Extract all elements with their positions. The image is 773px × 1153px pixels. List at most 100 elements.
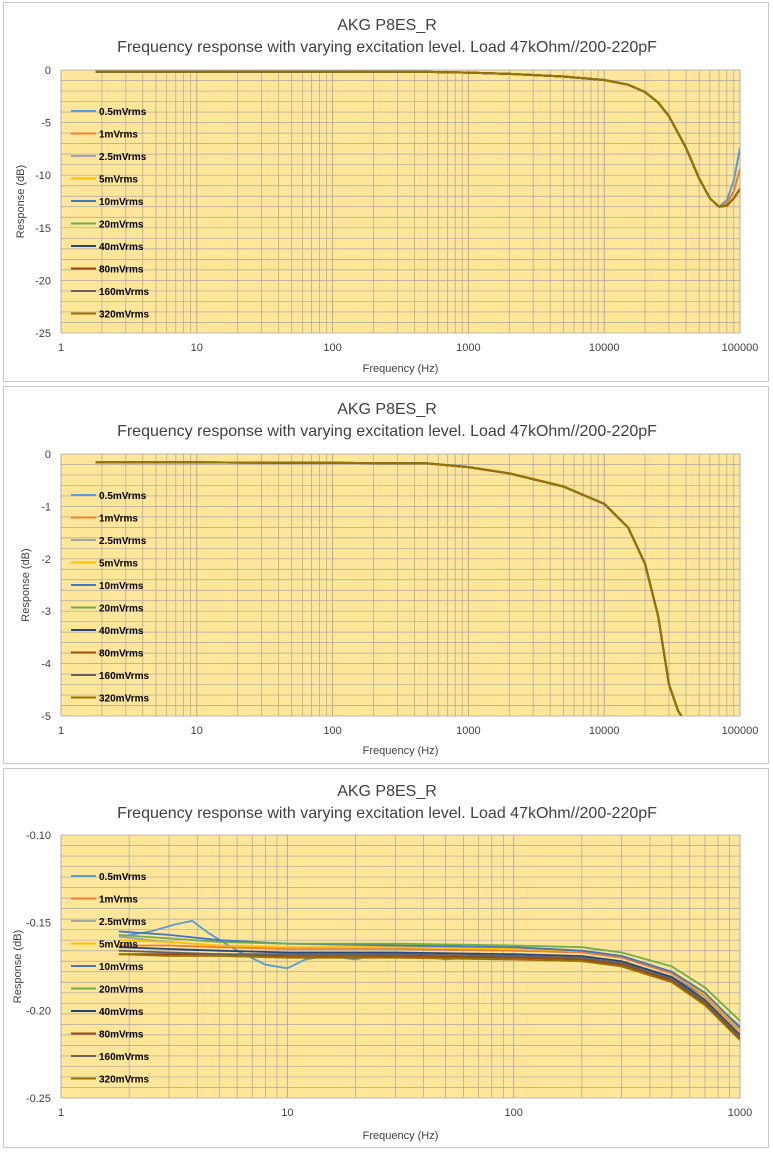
plot-area bbox=[61, 454, 740, 716]
y-tick-label: -0.20 bbox=[26, 1005, 51, 1017]
y-tick-label: -3 bbox=[41, 606, 51, 618]
x-tick-label: 100 bbox=[323, 725, 341, 737]
x-tick-label: 1000 bbox=[456, 342, 480, 354]
series-line-10mVrms bbox=[118, 930, 740, 1029]
x-tick-label: 1 bbox=[58, 342, 64, 354]
legend-label: 5mVrms bbox=[99, 559, 138, 570]
x-axis-label: Frequency (Hz) bbox=[363, 745, 439, 757]
y-tick-label: -1 bbox=[41, 501, 51, 513]
series-line-20mVrms bbox=[118, 934, 740, 1022]
x-tick-label: 10 bbox=[191, 725, 203, 737]
y-axis-label: Response (dB) bbox=[20, 548, 32, 621]
legend-label: 160mVrms bbox=[99, 287, 149, 298]
y-axis-label: Response (dB) bbox=[12, 930, 24, 1003]
chart-title: AKG P8ES_R bbox=[337, 783, 437, 800]
series-lines bbox=[95, 70, 740, 208]
x-tick-label: 100 bbox=[504, 1107, 522, 1119]
chart-subtitle: Frequency response with varying excitati… bbox=[117, 39, 657, 56]
series-line-320mVrms bbox=[118, 953, 740, 1041]
x-tick-label: 100000 bbox=[722, 725, 759, 737]
legend-label: 0.5mVrms bbox=[99, 107, 147, 118]
legend-label: 10mVrms bbox=[99, 581, 144, 592]
legend-label: 0.5mVrms bbox=[99, 872, 147, 883]
legend-label: 160mVrms bbox=[99, 671, 149, 682]
legend: 0.5mVrms 1mVrms 2.5mVrms 5mVrms 10mVrms 20mVr… bbox=[71, 872, 149, 1086]
gridlines bbox=[60, 834, 741, 1099]
x-axis-label: Frequency (Hz) bbox=[363, 1130, 439, 1142]
x-tick-label: 10000 bbox=[589, 725, 620, 737]
x-tick-label: 10 bbox=[191, 342, 203, 354]
gridlines bbox=[60, 453, 741, 717]
y-tick-label: -2 bbox=[41, 554, 51, 566]
y-tick-label: -4 bbox=[41, 659, 51, 671]
legend-label: 20mVrms bbox=[99, 985, 144, 996]
y-tick-label: -0.25 bbox=[26, 1093, 51, 1105]
x-tick-label: 100 bbox=[323, 342, 341, 354]
legend: 0.5mVrms 1mVrms 2.5mVrms 5mVrms 10mVrms 20mVr… bbox=[71, 107, 149, 321]
legend-label: 320mVrms bbox=[99, 1075, 149, 1086]
chart-title: AKG P8ES_R bbox=[337, 401, 437, 418]
series-tail-line bbox=[718, 168, 740, 208]
legend-label: 40mVrms bbox=[99, 242, 144, 253]
gridlines bbox=[60, 69, 741, 334]
y-axis-label: Response (dB) bbox=[15, 165, 27, 238]
chart-panel-1: AKG P8ES_R Frequency response with varyin… bbox=[3, 2, 769, 382]
legend-label: 1mVrms bbox=[99, 895, 138, 906]
legend-label: 20mVrms bbox=[99, 604, 144, 615]
legend-label: 2.5mVrms bbox=[99, 917, 147, 928]
x-tick-label: 10000 bbox=[589, 342, 620, 354]
series-lines bbox=[95, 461, 683, 716]
series-line bbox=[95, 461, 683, 716]
series-tail-line bbox=[718, 147, 740, 208]
legend-label: 80mVrms bbox=[99, 265, 144, 276]
chart-panel-3: AKG P8ES_R Frequency response with varyin… bbox=[3, 768, 769, 1148]
legend-label: 80mVrms bbox=[99, 649, 144, 660]
legend-label: 10mVrms bbox=[99, 197, 144, 208]
x-tick-label: 1 bbox=[58, 1107, 64, 1119]
x-tick-label: 1 bbox=[58, 725, 64, 737]
x-tick-label: 1000 bbox=[728, 1107, 752, 1119]
chart-subtitle: Frequency response with varying excitati… bbox=[117, 423, 657, 440]
legend-label: 10mVrms bbox=[99, 962, 144, 973]
plot-area bbox=[61, 70, 740, 333]
x-tick-label: 100000 bbox=[722, 342, 759, 354]
y-tick-label: -25 bbox=[35, 328, 51, 340]
y-tick-label: -10 bbox=[35, 170, 51, 182]
legend-label: 40mVrms bbox=[99, 626, 144, 637]
legend-label: 1mVrms bbox=[99, 514, 138, 525]
legend-label: 5mVrms bbox=[99, 940, 138, 951]
legend-label: 1mVrms bbox=[99, 130, 138, 141]
series-tail-line bbox=[718, 188, 740, 208]
series-line bbox=[95, 70, 720, 208]
series-line-40mVrms bbox=[118, 946, 740, 1036]
chart-svg: AKG P8ES_R Frequency response with varyin… bbox=[12, 783, 752, 1142]
series-line-1mVrms bbox=[118, 944, 740, 1033]
x-axis-label: Frequency (Hz) bbox=[363, 363, 439, 375]
legend-label: 160mVrms bbox=[99, 1052, 149, 1063]
y-tick-label: 0 bbox=[45, 65, 51, 77]
y-tick-label: 0 bbox=[45, 449, 51, 461]
chart-svg: AKG P8ES_R Frequency response with varyin… bbox=[20, 401, 759, 757]
x-tick-label: 10 bbox=[281, 1107, 293, 1119]
chart-svg: AKG P8ES_R Frequency response with varyin… bbox=[15, 17, 759, 375]
y-tick-label: -0.15 bbox=[26, 918, 51, 930]
legend-label: 20mVrms bbox=[99, 220, 144, 231]
legend-label: 80mVrms bbox=[99, 1030, 144, 1041]
y-tick-label: -15 bbox=[35, 223, 51, 235]
chart-subtitle: Frequency response with varying excitati… bbox=[117, 805, 657, 822]
x-tick-label: 1000 bbox=[456, 725, 480, 737]
legend-label: 2.5mVrms bbox=[99, 536, 147, 547]
chart-panel-2: AKG P8ES_R Frequency response with varyin… bbox=[3, 386, 769, 764]
legend-label: 320mVrms bbox=[99, 694, 149, 705]
chart-title: AKG P8ES_R bbox=[337, 17, 437, 34]
series-lines bbox=[118, 919, 740, 1041]
legend: 0.5mVrms 1mVrms 2.5mVrms 5mVrms 10mVrms 20mVr… bbox=[71, 491, 149, 705]
series-line-160mVrms bbox=[118, 949, 740, 1038]
y-tick-label: -5 bbox=[41, 118, 51, 130]
legend-label: 2.5mVrms bbox=[99, 152, 147, 163]
legend-label: 320mVrms bbox=[99, 310, 149, 321]
y-tick-label: -5 bbox=[41, 711, 51, 723]
y-tick-label: -20 bbox=[35, 275, 51, 287]
y-tick-label: -0.10 bbox=[26, 830, 51, 842]
legend-label: 5mVrms bbox=[99, 175, 138, 186]
